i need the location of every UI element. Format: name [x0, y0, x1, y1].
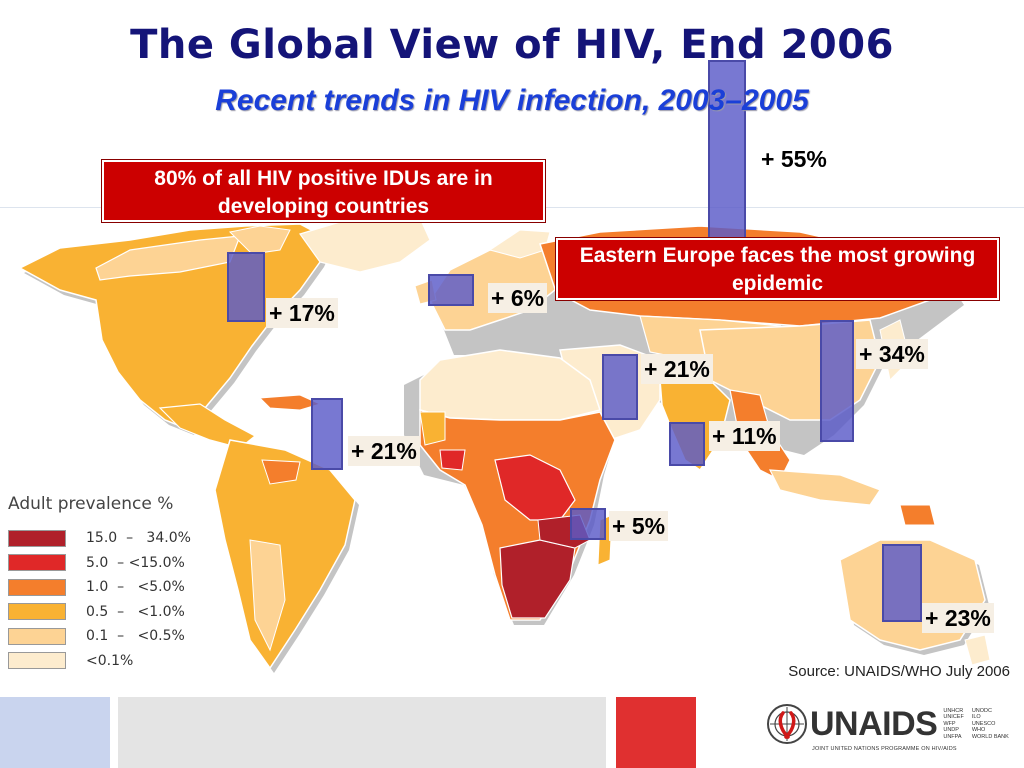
logo-cosponsors: UNHCR UNODC UNICEF ILO WFP UNESCO UNDP W… [943, 708, 1008, 741]
legend-swatch [8, 652, 66, 670]
trend-label-latin-america: + 21% [348, 436, 420, 466]
source-note: Source: UNAIDS/WHO July 2006 [788, 663, 1010, 680]
legend-range: 1.0 – <5.0% [86, 579, 185, 596]
trend-label-north-america: + 17% [266, 298, 338, 328]
trend-label-east-asia: + 34% [856, 339, 928, 369]
legend-swatch [8, 529, 66, 547]
page-title: The Global View of HIV, End 2006 [130, 22, 894, 68]
footer-block-red [616, 697, 696, 768]
cosponsor: WHO [971, 727, 986, 734]
south-america-region [214, 439, 356, 670]
cosponsor: UNHCR [943, 707, 964, 714]
trend-label-south-asia: + 11% [709, 421, 780, 451]
trend-label-eastern-europe: + 55% [761, 146, 827, 172]
legend-range: 0.1 – <0.5% [86, 628, 185, 645]
cosponsor: ILO [971, 714, 981, 721]
logo-tagline: JOINT UNITED NATIONS PROGRAMME ON HIV/AI… [812, 746, 957, 752]
legend-item: 1.0 – <5.0% [4, 575, 219, 600]
legend-item: <0.1% [4, 649, 219, 674]
trend-bar-western-europe [428, 274, 474, 306]
eastern-europe-callout: Eastern Europe faces the most growing ep… [555, 237, 1000, 301]
footer-block-blue [0, 697, 110, 768]
legend-range: 0.5 – <1.0% [86, 603, 185, 620]
prevalence-legend: Adult prevalence % 15.0 – 34.0% 5.0 – <1… [4, 494, 219, 673]
trend-bar-latin-america [311, 398, 343, 470]
cosponsor: UNODC [971, 707, 992, 714]
central-america-region [158, 403, 257, 449]
unaids-logo: UNAIDS UNHCR UNODC UNICEF ILO WFP UNESCO… [766, 704, 1009, 744]
legend-range: 15.0 – 34.0% [86, 530, 191, 547]
trend-label-oceania: + 23% [922, 603, 994, 633]
legend-swatch [8, 627, 66, 645]
indonesia-region [768, 469, 881, 506]
trend-bar-oceania [882, 544, 922, 622]
cosponsor: UNFPA [943, 733, 962, 740]
cosponsor: WFP [943, 720, 956, 727]
logo-name: UNAIDS [810, 704, 938, 743]
legend-swatch [8, 578, 66, 596]
legend-range: <0.1% [86, 652, 134, 669]
footer-block-gray [118, 697, 606, 768]
trend-label-middle-east: + 21% [641, 354, 713, 384]
trend-label-western-europe: + 6% [488, 283, 548, 313]
cosponsor: UNESCO [971, 720, 996, 727]
cosponsor: UNDP [943, 727, 959, 734]
legend-swatch [8, 554, 66, 572]
legend-title: Adult prevalence % [8, 494, 174, 514]
legend-item: 15.0 – 34.0% [4, 526, 219, 551]
un-emblem-icon [767, 704, 807, 744]
legend-range: 5.0 – <15.0% [86, 554, 185, 571]
central-africa-region [494, 454, 576, 521]
page-subtitle: Recent trends in HIV infection, 2003–200… [215, 84, 809, 117]
trend-bar-east-asia [820, 320, 854, 442]
legend-swatch [8, 603, 66, 621]
cosponsor: WORLD BANK [971, 733, 1009, 740]
southern-africa-region [499, 539, 576, 619]
cosponsor: UNICEF [943, 714, 964, 721]
legend-item: 0.5 – <1.0% [4, 600, 219, 625]
trend-label-sub-saharan-africa: + 5% [609, 511, 669, 541]
trend-bar-south-asia [669, 422, 705, 466]
trend-bar-north-america [227, 252, 265, 322]
idu-callout: 80% of all HIV positive IDUs are in deve… [101, 159, 546, 223]
trend-bar-middle-east [602, 354, 638, 420]
trend-bar-sub-saharan-africa [570, 508, 606, 540]
legend-item: 5.0 – <15.0% [4, 551, 219, 576]
legend-item: 0.1 – <0.5% [4, 624, 219, 649]
